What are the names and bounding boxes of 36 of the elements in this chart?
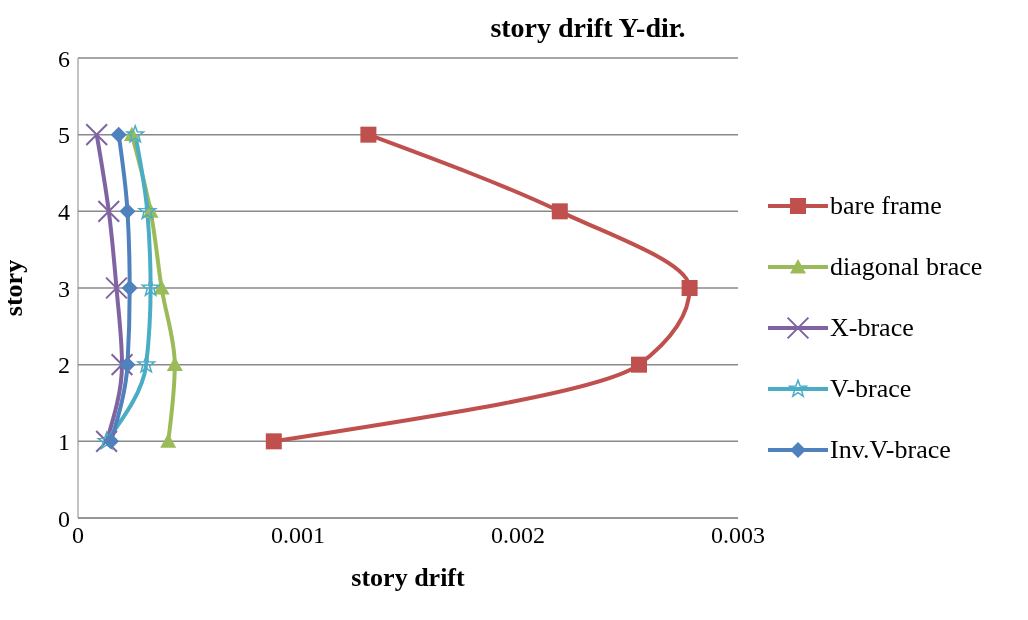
point xyxy=(360,126,377,143)
legend-label: bare frame xyxy=(830,191,942,221)
point xyxy=(631,356,647,373)
legend-label: diagonal brace xyxy=(830,252,983,282)
point xyxy=(126,125,145,143)
legend-label: X-brace xyxy=(830,313,914,343)
chart-title: story drift Y-dir. xyxy=(490,12,686,43)
y-axis-title: story xyxy=(0,259,29,317)
point xyxy=(137,355,156,373)
x-tick-label: 0.001 xyxy=(271,522,325,549)
y-tick-label: 6 xyxy=(58,45,70,72)
point xyxy=(97,199,121,223)
y-tick-label: 1 xyxy=(58,428,70,455)
point xyxy=(138,201,157,220)
point xyxy=(681,280,698,296)
point xyxy=(119,203,136,220)
y-tick-label: 4 xyxy=(58,198,70,225)
point xyxy=(121,280,138,296)
y-tick-label: 0 xyxy=(58,505,70,532)
x-tick-label: 0.003 xyxy=(711,522,765,549)
point xyxy=(119,356,136,373)
point xyxy=(85,123,109,147)
point xyxy=(110,126,127,143)
point xyxy=(105,276,128,300)
point xyxy=(160,433,177,448)
y-tick-label: 2 xyxy=(58,352,70,379)
point xyxy=(265,433,282,450)
y-tick-label: 3 xyxy=(58,275,70,302)
legend-label: Inv.V-brace xyxy=(830,435,951,465)
point xyxy=(153,280,170,295)
point xyxy=(551,203,568,220)
x-axis-title: story drift xyxy=(351,563,466,593)
x-tick-label: 0.002 xyxy=(491,522,545,549)
y-tick-label: 5 xyxy=(58,122,70,149)
legend-label: V-brace xyxy=(830,374,912,404)
point xyxy=(103,433,119,450)
